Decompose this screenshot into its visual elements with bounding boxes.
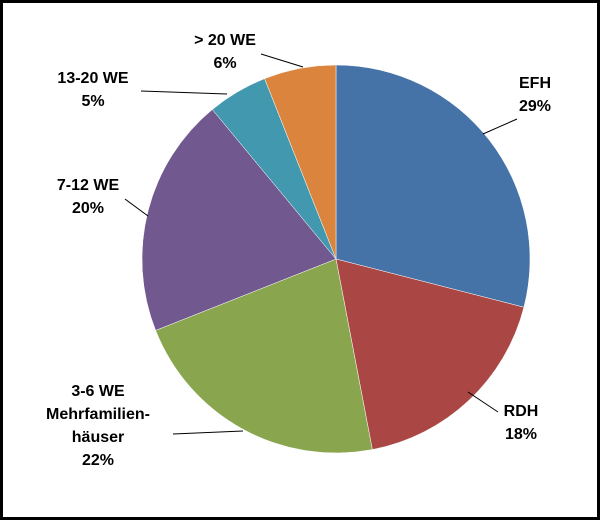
- slice-percent-2: 22%: [82, 452, 114, 469]
- pie-slices: [141, 64, 531, 454]
- slice-percent-1: 18%: [505, 426, 537, 443]
- slice-name-2-2: häuser: [72, 429, 124, 446]
- slice-label-4: 13-20 WE 5%: [57, 70, 128, 110]
- slice-label-0: EFH 29%: [519, 75, 551, 115]
- leader-line-0: [482, 118, 518, 135]
- pie-slice-3: [141, 109, 337, 331]
- slice-name-1-0: RDH: [504, 403, 539, 420]
- slice-percent-0: 29%: [519, 98, 551, 115]
- leader-line-3: [124, 198, 149, 217]
- slice-label-3: 7-12 WE 20%: [57, 177, 120, 217]
- pie-slice-5: [264, 64, 337, 260]
- pie-slice-1: [335, 258, 525, 450]
- slice-name-0-0: EFH: [519, 75, 551, 92]
- slice-label-1: RDH 18%: [504, 403, 539, 443]
- leader-lines: [124, 53, 518, 435]
- pie-slice-2: [155, 258, 373, 454]
- slice-name-2-1: Mehrfamilien-: [46, 406, 150, 423]
- slice-name-4-0: 13-20 WE: [57, 70, 128, 87]
- slice-label-5: > 20 WE 6%: [194, 32, 256, 72]
- slice-percent-3: 20%: [72, 200, 104, 217]
- slice-percent-5: 6%: [213, 55, 236, 72]
- pie-slice-0: [335, 64, 531, 308]
- slice-name-3-0: 7-12 WE: [57, 177, 120, 194]
- slice-name-5-0: > 20 WE: [194, 32, 256, 49]
- slice-label-2: 3-6 WE Mehrfamilien-häuser 22%: [46, 383, 150, 469]
- slice-percent-4: 5%: [81, 93, 104, 110]
- leader-line-2: [172, 430, 244, 435]
- slice-name-2-0: 3-6 WE: [71, 383, 125, 400]
- leader-line-1: [467, 391, 499, 413]
- leader-line-5: [260, 53, 304, 68]
- slice-labels: EFH 29% RDH 18% 3-6 WE Mehrfamilien-häuser 22%…: [46, 32, 551, 469]
- leader-line-4: [140, 90, 228, 95]
- pie-chart: EFH 29% RDH 18% 3-6 WE Mehrfamilien-häuser 22%…: [46, 32, 551, 469]
